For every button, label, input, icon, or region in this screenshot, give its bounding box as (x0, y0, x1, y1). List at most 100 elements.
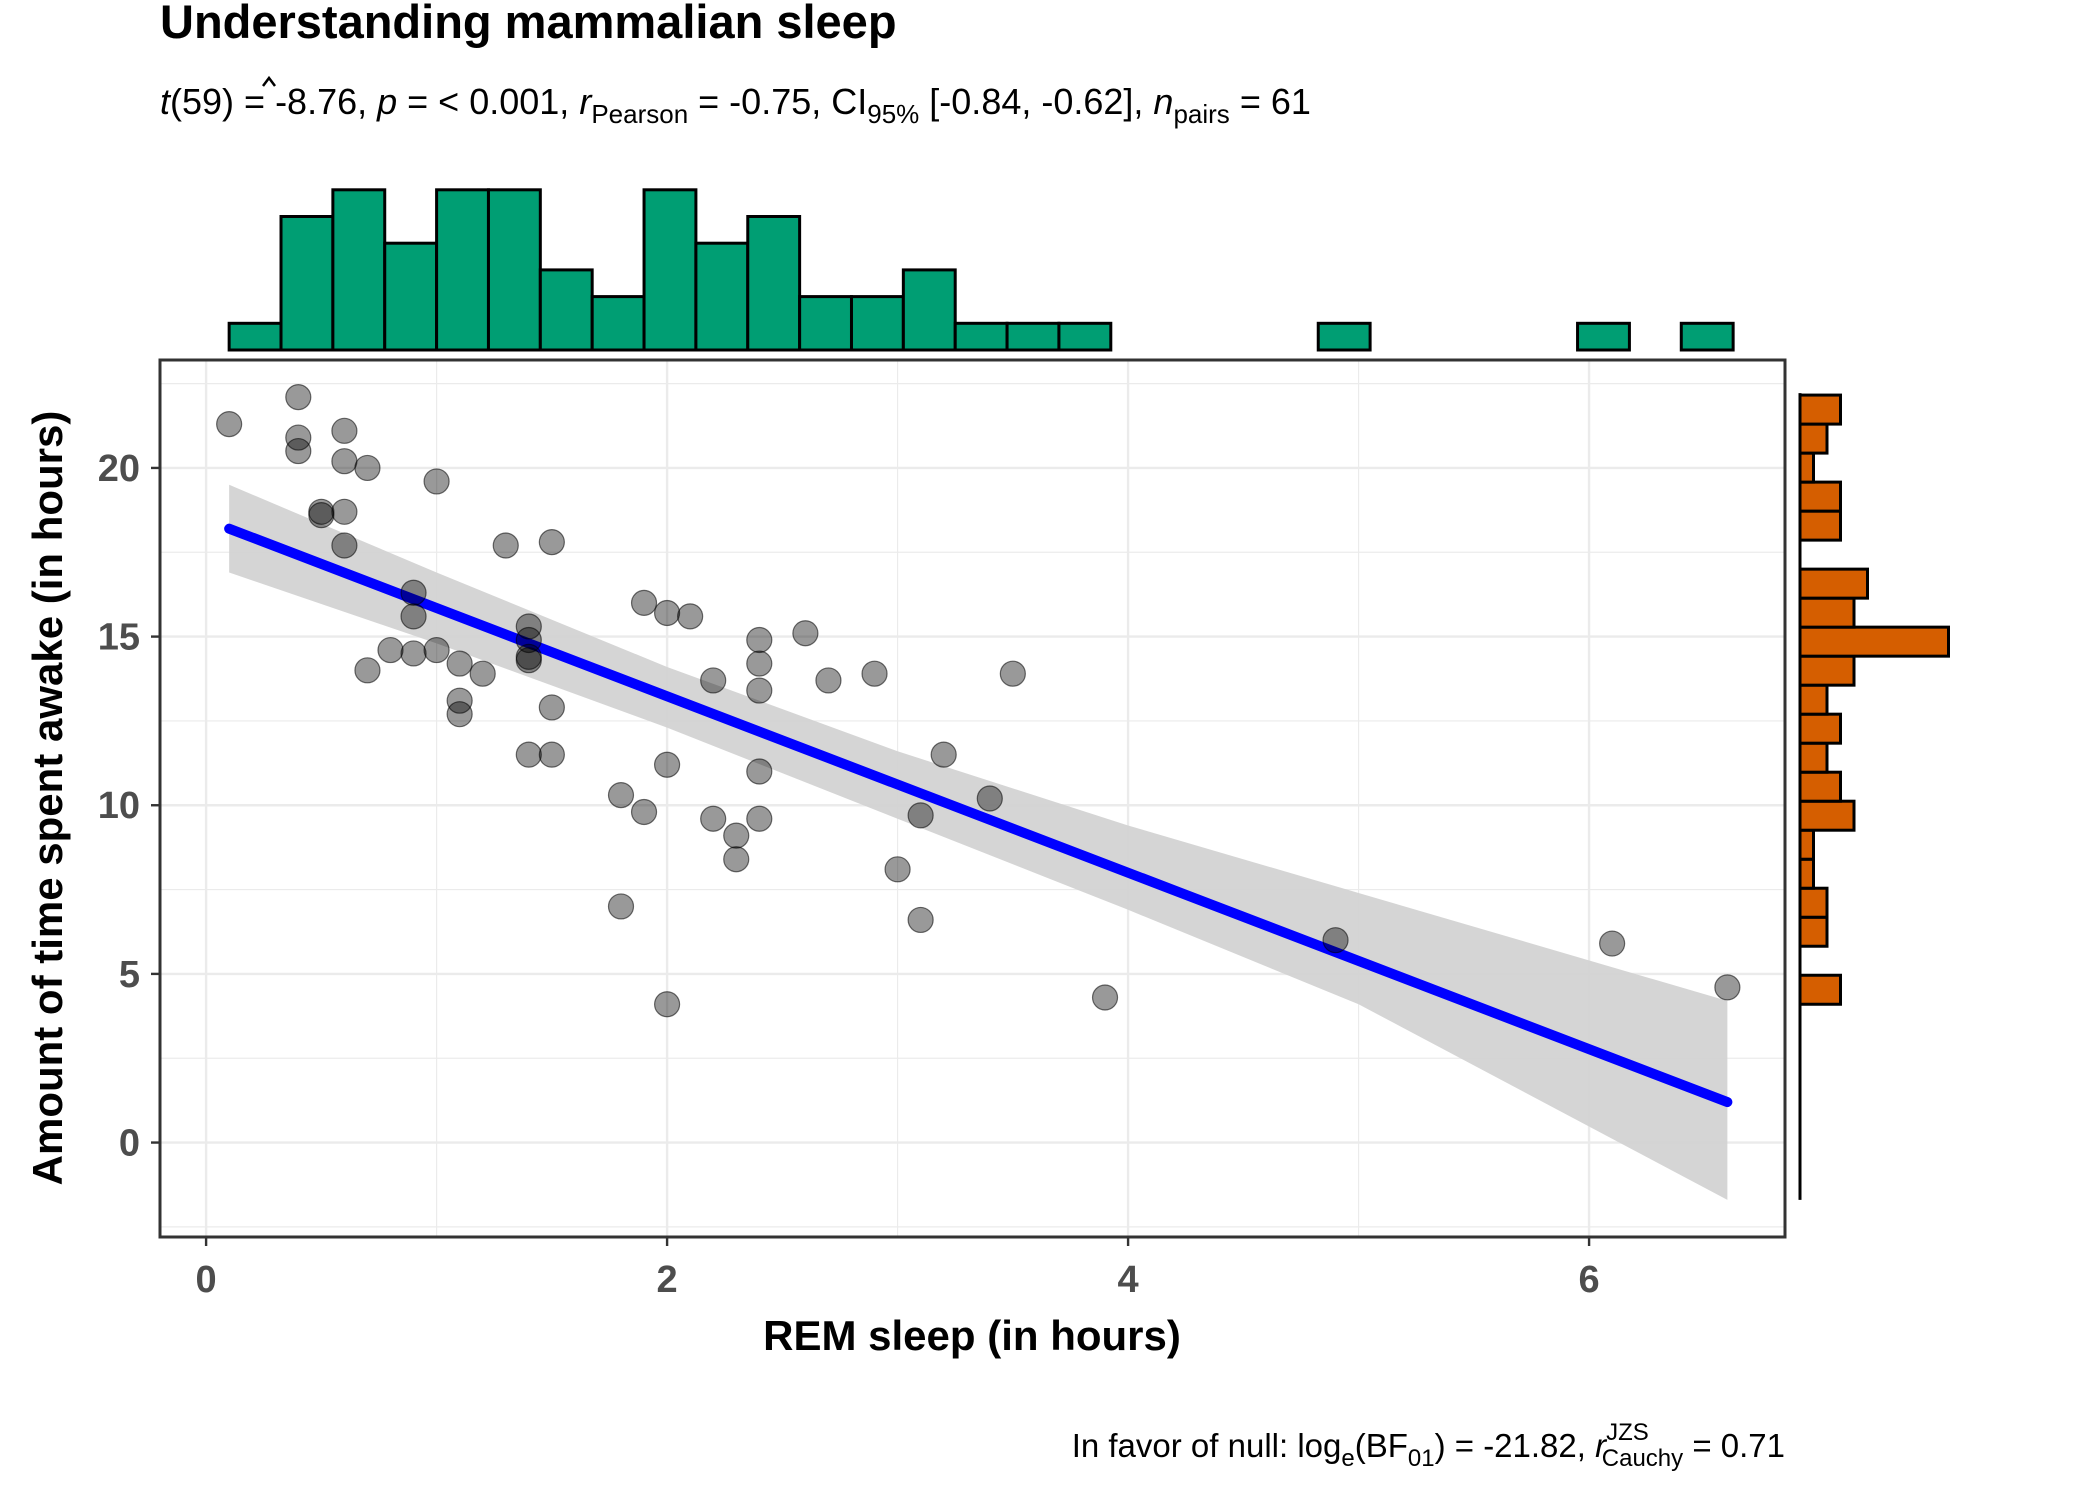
caption-r-label: r (1595, 1427, 1608, 1464)
data-point (746, 677, 773, 704)
data-point (400, 640, 427, 667)
data-point (1091, 984, 1119, 1011)
chart-title: Understanding mammalian sleep (160, 0, 897, 48)
subtitle-n-label: n (1153, 81, 1173, 122)
data-point (700, 805, 727, 832)
top-histogram-bar (901, 268, 957, 352)
data-point (884, 856, 911, 883)
data-point (976, 785, 1003, 812)
data-point (469, 660, 496, 687)
subtitle-r-label: r (579, 81, 593, 122)
data-point (746, 626, 773, 654)
y-tick-label: 15 (98, 617, 140, 659)
data-point (930, 741, 957, 768)
regression-line (224, 523, 1733, 1108)
top-histogram-bar (486, 188, 542, 352)
right-histogram-bar (1798, 973, 1842, 1006)
subtitle-r-value: = -0.75, CI (688, 81, 867, 122)
caption-prefix: In favor of null: log (1072, 1427, 1342, 1464)
right-histogram-bar (1798, 857, 1815, 890)
data-points (216, 384, 1741, 1018)
data-point (746, 758, 773, 785)
y-tick-label: 20 (98, 448, 140, 490)
confidence-band (229, 484, 1728, 1200)
right-histogram-bar (1798, 422, 1829, 455)
data-point (331, 448, 358, 475)
data-point (216, 410, 243, 438)
right-histogram-bar (1798, 799, 1856, 832)
data-point (999, 660, 1026, 687)
data-point (630, 798, 658, 826)
data-point (331, 498, 358, 525)
x-tick-label: 0 (196, 1259, 217, 1301)
x-tick-label: 4 (1118, 1259, 1139, 1301)
data-point (653, 599, 681, 627)
data-point (446, 650, 473, 677)
y-tick-label: 10 (98, 785, 140, 827)
right-histogram-bar (1798, 886, 1829, 919)
right-histogram-bar (1798, 683, 1829, 716)
right-histogram-bar (1798, 915, 1829, 948)
top-histogram-bar (849, 295, 905, 352)
data-point (653, 991, 681, 1018)
data-point (285, 437, 312, 465)
data-point (331, 532, 358, 559)
top-histogram-bar (694, 241, 750, 352)
right-histogram-bar (1798, 567, 1869, 600)
data-point (400, 603, 427, 630)
top-histogram-bar (1057, 321, 1113, 352)
subtitle-n-subscript: pairs (1173, 99, 1229, 129)
data-point (515, 741, 542, 768)
x-tick-label: 6 (1579, 1259, 1600, 1301)
data-point (1322, 927, 1349, 954)
subtitle-t-label: t (160, 81, 172, 122)
data-point (1599, 930, 1626, 957)
top-histogram-bar (383, 241, 439, 352)
data-point (538, 529, 565, 556)
data-point (423, 468, 450, 495)
caption-bf-open: (BF (1355, 1427, 1408, 1464)
data-point (677, 603, 704, 630)
data-point (653, 751, 681, 778)
top-histogram-bar (331, 188, 387, 352)
y-axis-title: Amount of time spent awake (in hours) (24, 411, 71, 1186)
subtitle-ci-subscript: 95% (867, 99, 919, 129)
top-histogram-bar (798, 295, 853, 352)
top-histogram-bar (642, 188, 698, 352)
bayes-caption: In favor of null: loge(BF01) = -21.82, r… (1072, 1419, 1785, 1472)
subtitle-n-value: = 61 (1230, 81, 1311, 122)
data-point (446, 701, 473, 728)
subtitle-p-value: = < 0.001, (397, 81, 579, 122)
data-point (377, 636, 404, 664)
right-histogram-bar (1798, 480, 1842, 513)
data-point (607, 893, 635, 920)
top-histogram-bar (1576, 321, 1631, 352)
subtitle-ci-value: [-0.84, -0.62], (919, 81, 1153, 122)
data-point (723, 822, 750, 849)
top-marginal-histogram (227, 188, 1735, 352)
data-point (515, 647, 542, 674)
right-histogram-bar (1798, 828, 1815, 861)
top-histogram-bar (538, 268, 594, 352)
right-histogram-bar (1798, 393, 1842, 426)
right-marginal-histogram (1798, 393, 1950, 1200)
data-point (630, 589, 658, 616)
x-tick-label: 2 (657, 1259, 678, 1301)
caption-log-subscript: e (1341, 1445, 1354, 1472)
data-point (723, 846, 750, 873)
top-histogram-bar (1005, 321, 1061, 352)
data-point (423, 636, 450, 664)
data-point (700, 667, 727, 694)
top-histogram-bar (435, 188, 490, 352)
top-histogram-bar (1679, 321, 1735, 352)
data-point (492, 532, 519, 559)
data-point (285, 424, 312, 451)
caption-r-value: = 0.71 (1683, 1427, 1785, 1464)
data-point (515, 613, 542, 640)
y-axis-ticks: 0 5 10 15 20 (98, 448, 160, 1165)
data-point (331, 417, 358, 444)
caption-r-subscript: Cauchy (1602, 1445, 1683, 1472)
top-histogram-bar (227, 321, 283, 352)
data-point (308, 502, 335, 529)
data-point (815, 667, 842, 694)
